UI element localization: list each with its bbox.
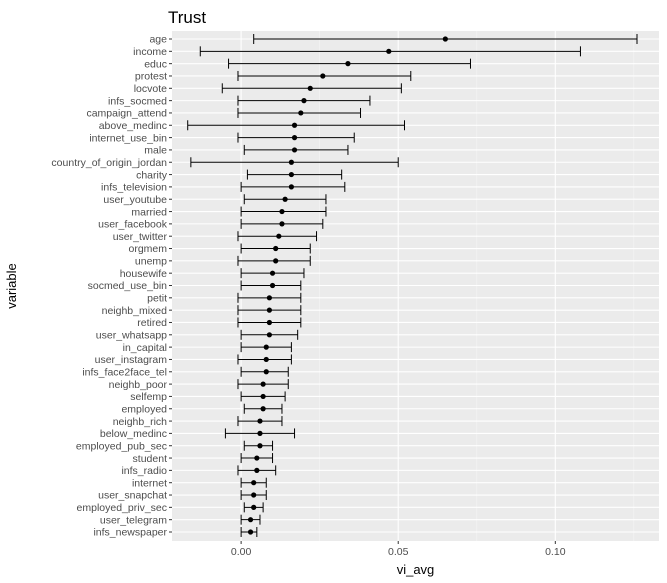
y-tick-label: socmed_use_bin <box>88 280 168 292</box>
y-tick-label: locvote <box>134 83 167 95</box>
data-point <box>282 196 288 202</box>
chart-title: Trust <box>168 8 206 27</box>
data-point <box>288 159 294 165</box>
y-tick-label: selfemp <box>130 391 167 403</box>
data-point <box>247 517 254 523</box>
data-point <box>291 135 298 141</box>
y-tick-label: charity <box>136 169 168 181</box>
data-point <box>257 430 263 436</box>
y-tick-label: educ <box>144 58 167 70</box>
data-point <box>442 36 448 42</box>
data-point <box>279 221 285 227</box>
data-point <box>266 319 272 326</box>
y-tick-marks <box>169 38 172 533</box>
data-point <box>291 147 298 153</box>
y-tick-label: petit <box>147 293 167 305</box>
y-tick-label: employed <box>121 403 167 415</box>
data-point <box>307 85 313 91</box>
y-tick-label: campaign_attend <box>86 108 167 120</box>
data-point <box>266 295 272 301</box>
data-point <box>247 529 254 535</box>
data-point <box>251 492 257 498</box>
x-axis-title: vi_avg <box>397 562 435 577</box>
data-point <box>279 208 285 215</box>
data-point <box>269 282 276 289</box>
y-tick-label: user_snapchat <box>98 490 167 502</box>
data-point <box>298 110 304 116</box>
y-tick-label: protest <box>135 71 167 83</box>
error-bar <box>190 157 399 168</box>
y-tick-label: infs_socmed <box>108 95 167 107</box>
y-tick-label: infs_face2face_tel <box>82 366 167 378</box>
data-point <box>266 307 272 313</box>
y-axis-title: variable <box>4 263 19 309</box>
data-point <box>263 369 269 375</box>
data-point <box>288 184 294 190</box>
y-tick-label: above_medinc <box>99 120 167 132</box>
y-tick-label: country_of_origin_jordan <box>51 157 167 169</box>
y-tick-label: neighb_poor <box>109 379 168 391</box>
data-point <box>260 381 266 387</box>
y-tick-label: housewife <box>120 268 167 280</box>
y-tick-label: orgmem <box>128 243 167 255</box>
data-point <box>260 406 266 412</box>
data-point <box>320 73 326 79</box>
y-tick-label: income <box>133 46 167 58</box>
data-point <box>291 122 298 128</box>
y-tick-label: male <box>144 145 167 157</box>
y-tick-label: user_facebook <box>98 219 168 231</box>
data-point <box>345 61 351 67</box>
x-tick-label: 0.10 <box>545 546 566 558</box>
y-tick-label: user_telegram <box>100 514 167 526</box>
y-tick-label: married <box>131 206 167 218</box>
x-tick-labels: 0.00 0.05 0.10 <box>231 546 566 558</box>
y-tick-label: below_medinc <box>100 428 167 440</box>
data-point <box>386 48 392 54</box>
data-point <box>254 455 260 461</box>
data-point <box>273 258 279 264</box>
y-tick-label: internet <box>132 477 167 489</box>
y-tick-label: infs_newspaper <box>93 527 167 539</box>
y-tick-label: age <box>149 34 167 46</box>
y-tick-label: user_whatsapp <box>96 330 167 342</box>
y-tick-label: employed_priv_sec <box>77 502 167 514</box>
y-tick-label: retired <box>137 317 167 329</box>
y-tick-label: infs_television <box>101 182 167 194</box>
data-point <box>263 356 269 363</box>
data-point <box>260 393 266 400</box>
y-tick-label: infs_radio <box>121 465 167 477</box>
data-point <box>269 270 276 276</box>
error-bar <box>246 169 343 180</box>
y-tick-labels: ageincomeeducprotestlocvoteinfs_socmedca… <box>51 34 167 539</box>
x-tick-marks <box>240 541 556 544</box>
data-point <box>301 98 307 104</box>
data-point <box>257 418 263 424</box>
y-tick-label: unemp <box>135 256 167 268</box>
data-point <box>288 171 294 178</box>
y-tick-label: student <box>133 453 168 465</box>
data-point <box>266 332 272 338</box>
x-tick-label: 0.00 <box>231 546 252 558</box>
x-tick-label: 0.05 <box>388 546 409 558</box>
y-tick-label: neighb_rich <box>113 416 167 428</box>
data-points <box>247 36 448 535</box>
data-point <box>251 504 257 510</box>
data-point <box>276 233 282 239</box>
y-tick-label: internet_use_bin <box>89 132 167 144</box>
y-tick-label: user_twitter <box>113 231 168 243</box>
y-tick-label: employed_pub_sec <box>76 440 167 452</box>
y-tick-label: in_capital <box>123 342 167 354</box>
data-point <box>251 480 257 486</box>
data-point <box>257 443 263 449</box>
y-tick-label: user_instagram <box>95 354 168 366</box>
data-point <box>254 467 260 473</box>
y-tick-label: neighb_mixed <box>102 305 168 317</box>
data-point <box>273 245 279 252</box>
y-tick-label: user_youtube <box>103 194 167 206</box>
data-point <box>263 344 269 350</box>
